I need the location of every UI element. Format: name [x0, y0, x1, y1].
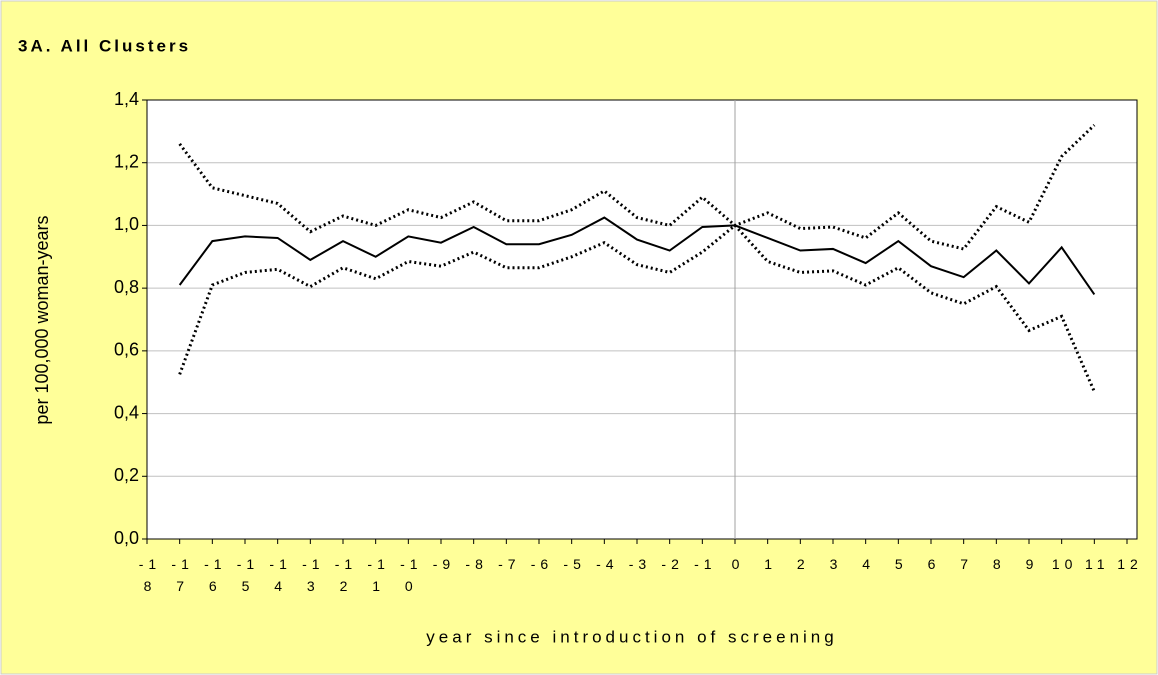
x-tick-label: -3 [628, 556, 652, 572]
chart-title: 3A. All Clusters [18, 36, 191, 55]
series-line [178, 223, 1096, 393]
x-tick-label: -15 [236, 556, 260, 594]
y-tick-label: 1,4 [114, 89, 139, 109]
x-tick-label: 8 [992, 556, 1006, 572]
x-tick-label: 1 [764, 556, 778, 572]
x-tick-label: -13 [302, 556, 325, 594]
series-line [178, 216, 1096, 295]
x-tick-label: 12 [1117, 556, 1143, 572]
y-tick-label: 0,0 [114, 528, 139, 548]
x-tick-label: 5 [894, 556, 908, 572]
series-line [178, 124, 1096, 251]
x-tick-label: -9 [432, 556, 456, 572]
x-tick-label: -11 [367, 556, 390, 594]
x-tick-label: 4 [862, 556, 876, 572]
x-tick-label: -14 [269, 556, 292, 594]
x-tick-label: 11 [1085, 556, 1110, 572]
y-tick-label: 1,0 [114, 214, 139, 234]
x-tick-label: -17 [171, 556, 194, 594]
x-axis-label: year since introduction of screening [426, 627, 837, 646]
y-tick-label: 0,6 [114, 340, 139, 360]
x-tick-label: -2 [661, 556, 684, 572]
y-axis-label: per 100,000 woman-years [32, 215, 52, 424]
y-tick-label: 0,8 [114, 277, 139, 297]
x-tick-label: 6 [927, 556, 941, 572]
x-tick-label: -8 [465, 556, 488, 572]
x-tick-label: -6 [530, 556, 554, 572]
x-tick-label: 0 [731, 556, 745, 572]
x-tick-label: -12 [334, 556, 358, 594]
x-tick-label: -18 [138, 556, 162, 594]
y-tick-label: 0,4 [114, 402, 139, 422]
x-tick-label: 7 [960, 556, 974, 572]
plot-border [146, 99, 1138, 540]
x-tick-label: 10 [1051, 556, 1078, 572]
x-tick-label: -7 [498, 556, 521, 572]
x-tick-label: -1 [694, 556, 717, 572]
y-tick-label: 0,2 [114, 465, 139, 485]
x-tick-label: 3 [829, 556, 843, 572]
x-tick-label: 2 [796, 556, 810, 572]
x-tick-label: -10 [400, 556, 423, 594]
y-tick-label: 1,2 [114, 151, 139, 171]
x-tick-label: -16 [204, 556, 227, 594]
x-tick-label: 9 [1025, 556, 1039, 572]
x-tick-label: -5 [563, 556, 586, 572]
x-tick-label: -4 [596, 556, 619, 572]
plot-area [147, 100, 1137, 539]
